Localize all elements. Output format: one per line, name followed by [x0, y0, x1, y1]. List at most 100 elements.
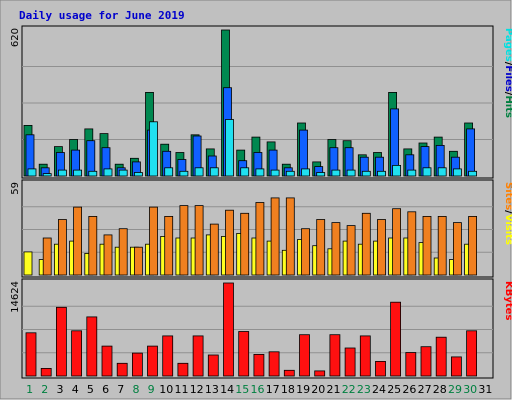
legend-entry: /	[503, 62, 512, 66]
bar-pages	[255, 168, 265, 177]
bar-sites	[270, 197, 280, 276]
bar-pages	[73, 169, 82, 177]
bar-sites	[225, 209, 234, 276]
bar-pages	[179, 170, 189, 177]
bar-kbytes	[268, 351, 280, 377]
chart-title: Daily usage for June 2019	[19, 9, 185, 22]
bar-pages	[437, 167, 447, 177]
day-label: 2	[41, 383, 48, 396]
legend-entry: /	[503, 210, 512, 214]
day-label: 18	[281, 383, 295, 396]
bar-pages	[361, 170, 371, 177]
day-label: 19	[296, 383, 310, 396]
bar-sites	[209, 223, 219, 276]
day-label: 4	[72, 383, 79, 396]
day-label: 25	[387, 383, 401, 396]
bar-kbytes	[435, 336, 447, 377]
bar-sites	[88, 215, 98, 276]
bar-sites	[346, 225, 356, 276]
panel-legend: Sites/Visits	[503, 182, 512, 245]
kbytes-panel: 14624 KBytes	[10, 278, 512, 379]
day-label: 7	[117, 383, 124, 396]
bar-kbytes	[162, 335, 174, 377]
bar-kbytes	[344, 347, 356, 377]
ymax-label: 620	[10, 28, 21, 47]
day-label: 30	[463, 383, 477, 396]
legend-entry: KBytes	[503, 281, 512, 320]
day-label: 14	[220, 383, 234, 396]
visits-panel: 59 Sites/Visits	[10, 179, 512, 278]
bar-kbytes	[466, 330, 478, 377]
bar-pages	[118, 169, 128, 177]
panel-legend: Pages/Files/Hits	[503, 28, 512, 118]
bar-kbytes	[359, 335, 371, 377]
day-label: 31	[478, 383, 492, 396]
bar-sites	[301, 228, 310, 276]
bar-sites	[58, 219, 67, 276]
day-label: 21	[327, 383, 341, 396]
bar-kbytes	[253, 353, 265, 377]
bar-pages	[331, 169, 341, 177]
bar-kbytes	[420, 346, 432, 377]
day-label: 10	[159, 383, 173, 396]
day-label: 24	[372, 383, 386, 396]
bar-pages	[240, 167, 250, 177]
bar-files	[86, 140, 96, 177]
bar-kbytes	[375, 360, 386, 377]
day-label: 1	[26, 383, 33, 396]
day-axis: 1 2 3 4 5 6 7 8 9 10 11 12 13 14 15 16 17 18 19 20 21 22 23 24 2…	[26, 383, 492, 396]
bar-sites	[103, 234, 113, 276]
bar-sites	[377, 219, 386, 276]
bar-sites	[179, 205, 189, 276]
ymax-label: 59	[10, 182, 21, 195]
day-label: 6	[102, 383, 109, 396]
series-kbytes	[25, 282, 478, 377]
day-label: 3	[57, 383, 64, 396]
day-label: 23	[357, 383, 371, 396]
bar-kbytes	[283, 369, 295, 377]
bar-kbytes	[192, 335, 204, 377]
day-label: 9	[148, 383, 155, 396]
day-label: 17	[266, 383, 280, 396]
bar-sites	[164, 215, 174, 276]
bar-kbytes	[405, 352, 417, 377]
bar-kbytes	[86, 316, 98, 377]
bar-sites	[422, 215, 432, 276]
bar-kbytes	[56, 306, 67, 377]
bar-sites	[407, 211, 417, 276]
day-label: 13	[205, 383, 219, 396]
bar-sites	[361, 212, 371, 276]
bar-pages	[346, 169, 356, 177]
day-label: 22	[342, 383, 356, 396]
bar-sites	[42, 237, 52, 276]
bar-kbytes	[71, 330, 82, 377]
bar-sites	[331, 222, 341, 276]
bar-pages	[270, 169, 280, 177]
legend-entry: Hits	[503, 95, 512, 118]
bar-sites	[133, 246, 143, 276]
day-label: 16	[251, 383, 265, 396]
bar-sites	[73, 206, 82, 276]
bar-pages	[377, 170, 386, 177]
bar-pages	[209, 167, 219, 177]
bar-sites	[392, 208, 402, 276]
bar-pages	[316, 172, 326, 177]
bar-sites	[316, 219, 326, 276]
bar-kbytes	[238, 331, 250, 377]
day-label: 15	[235, 383, 249, 396]
legend-entry: Visits	[503, 214, 512, 245]
bar-kbytes	[314, 370, 326, 377]
bar-pages	[392, 164, 402, 177]
bar-pages	[42, 173, 52, 177]
bar-kbytes	[101, 345, 113, 377]
bar-kbytes	[147, 345, 158, 377]
bar-kbytes	[177, 362, 189, 377]
bar-kbytes	[450, 356, 462, 377]
ymax-label: 14624	[10, 281, 21, 313]
legend-entry: Files	[503, 65, 512, 91]
bar-visits	[23, 251, 33, 276]
bar-pages	[27, 168, 37, 177]
bar-sites	[452, 222, 462, 276]
chart-panels: 620Pages/Files/Hits59Sites/Visits14624KB…	[10, 25, 512, 379]
